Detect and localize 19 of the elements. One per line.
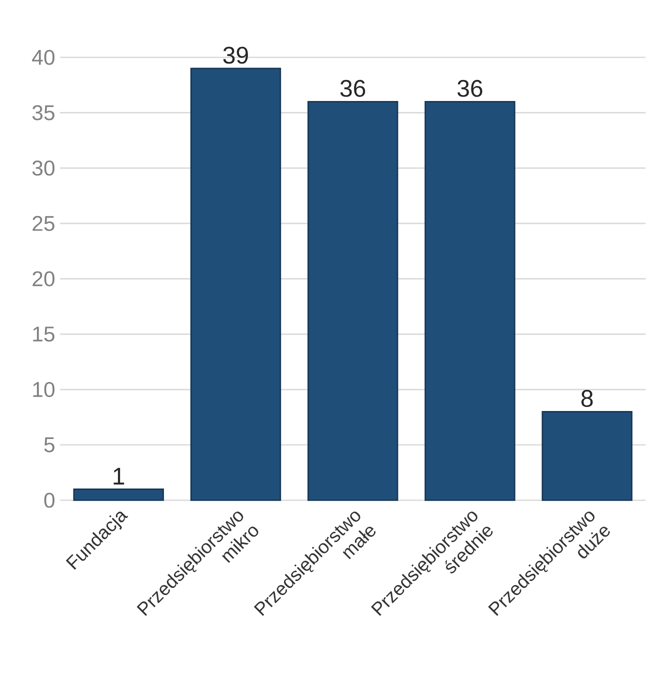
- data-label: 36: [340, 80, 366, 97]
- data-label: 36: [458, 80, 482, 97]
- bar: [542, 410, 633, 501]
- y-tick-label: 5: [44, 437, 55, 452]
- data-label: 8: [582, 390, 593, 407]
- y-tick-label: 0: [44, 492, 55, 508]
- y-tick-label: 20: [32, 271, 55, 286]
- data-label: 39: [223, 46, 248, 64]
- bar: [73, 488, 164, 501]
- y-tick-label: 35: [32, 105, 55, 120]
- y-tick-label: 10: [33, 382, 55, 398]
- y-tick-label: 15: [33, 326, 55, 342]
- bar: [190, 68, 282, 501]
- y-tick-label: 40: [32, 50, 55, 65]
- bar: [308, 100, 398, 501]
- y-tick-label: 30: [32, 160, 55, 176]
- bar: [424, 100, 516, 501]
- y-tick-label: 25: [32, 216, 55, 231]
- data-label: 1: [114, 468, 124, 484]
